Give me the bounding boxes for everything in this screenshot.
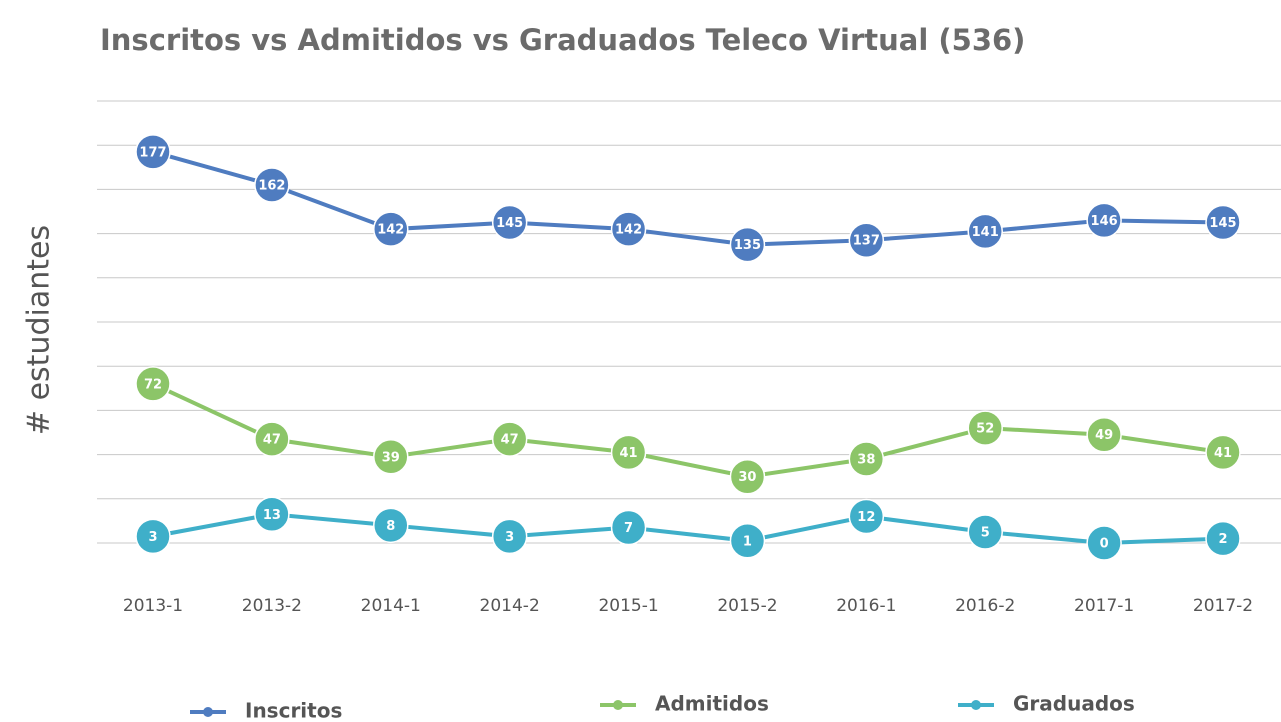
marker: [373, 439, 409, 475]
data-label: 12: [857, 510, 875, 525]
data-label: 145: [1209, 216, 1236, 231]
marker: [135, 518, 171, 555]
legend-label: Admitidos: [655, 692, 769, 716]
data-label: 13: [263, 508, 281, 523]
data-label: 142: [615, 223, 642, 238]
marker: [729, 226, 766, 263]
marker: [967, 410, 1003, 446]
data-label: 2: [1218, 532, 1227, 547]
data-label: 146: [1091, 214, 1118, 229]
legend-swatch-dot: [613, 700, 623, 710]
marker: [1086, 416, 1122, 453]
data-label: 5: [981, 525, 990, 540]
data-label: 3: [148, 530, 157, 545]
data-label: 7: [624, 521, 633, 536]
data-label: 1: [743, 534, 752, 549]
data-label: 0: [1100, 537, 1109, 552]
marker: [491, 518, 528, 555]
marker: [848, 441, 885, 477]
y-axis-label: # estudiantes: [22, 225, 57, 435]
data-label: 8: [386, 519, 395, 534]
data-label: 30: [738, 470, 756, 485]
x-tick-label: 2016-2: [955, 596, 1015, 616]
marker: [254, 496, 290, 533]
legend-swatch-dot: [971, 700, 981, 710]
legend-label: Graduados: [1013, 692, 1135, 716]
data-label: 3: [505, 530, 514, 545]
data-label: 47: [263, 433, 281, 448]
marker: [491, 204, 528, 241]
data-label: 72: [144, 377, 162, 392]
data-label: 135: [734, 238, 761, 253]
x-tick-label: 2015-2: [717, 596, 777, 616]
marker: [254, 167, 290, 203]
series-line: [152, 382, 1224, 479]
x-tick-label: 2014-1: [361, 596, 421, 616]
marker: [729, 458, 766, 495]
marker: [373, 507, 409, 544]
marker: [729, 523, 766, 559]
data-label: 141: [972, 225, 999, 240]
marker: [848, 498, 885, 535]
data-label: 41: [620, 446, 638, 461]
legend-swatch-dot: [203, 707, 213, 717]
marker: [610, 211, 647, 247]
x-tick-label: 2016-1: [836, 596, 896, 616]
x-tick-label: 2017-1: [1074, 596, 1134, 616]
marker: [1086, 202, 1122, 239]
data-label: 177: [139, 145, 166, 160]
x-tick-label: 2017-2: [1193, 596, 1253, 616]
chart-title: Inscritos vs Admitidos vs Graduados Tele…: [100, 23, 1025, 57]
marker: [967, 514, 1003, 550]
series-line: [152, 149, 1224, 247]
marker: [1205, 204, 1241, 241]
x-tick-label: 2015-1: [598, 596, 658, 616]
marker: [373, 211, 409, 247]
data-label: 38: [857, 453, 875, 468]
data-label: 41: [1214, 446, 1232, 461]
marker: [254, 421, 290, 457]
marker: [610, 509, 647, 546]
data-label: 49: [1095, 428, 1113, 443]
x-tick-label: 2013-2: [242, 596, 302, 616]
x-tick-label: 2013-1: [123, 596, 183, 616]
marker: [135, 134, 171, 170]
data-label: 39: [382, 450, 400, 465]
marker: [610, 434, 647, 471]
data-label: 162: [258, 178, 285, 193]
legend-label: Inscritos: [245, 699, 342, 722]
x-tick-label: 2014-2: [480, 596, 540, 616]
data-label: 142: [377, 223, 404, 238]
data-label: 52: [976, 422, 994, 437]
marker: [1205, 434, 1241, 471]
series-line: [152, 512, 1224, 546]
marker: [135, 366, 171, 402]
data-label: 137: [853, 234, 880, 249]
marker: [1086, 525, 1122, 561]
data-label: 145: [496, 216, 523, 231]
marker: [1205, 520, 1241, 557]
marker: [848, 222, 885, 258]
data-label: 47: [501, 433, 519, 448]
marker: [491, 421, 528, 457]
marker: [967, 213, 1003, 250]
